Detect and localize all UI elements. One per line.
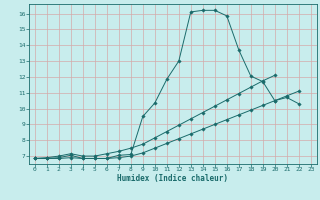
X-axis label: Humidex (Indice chaleur): Humidex (Indice chaleur)	[117, 174, 228, 183]
